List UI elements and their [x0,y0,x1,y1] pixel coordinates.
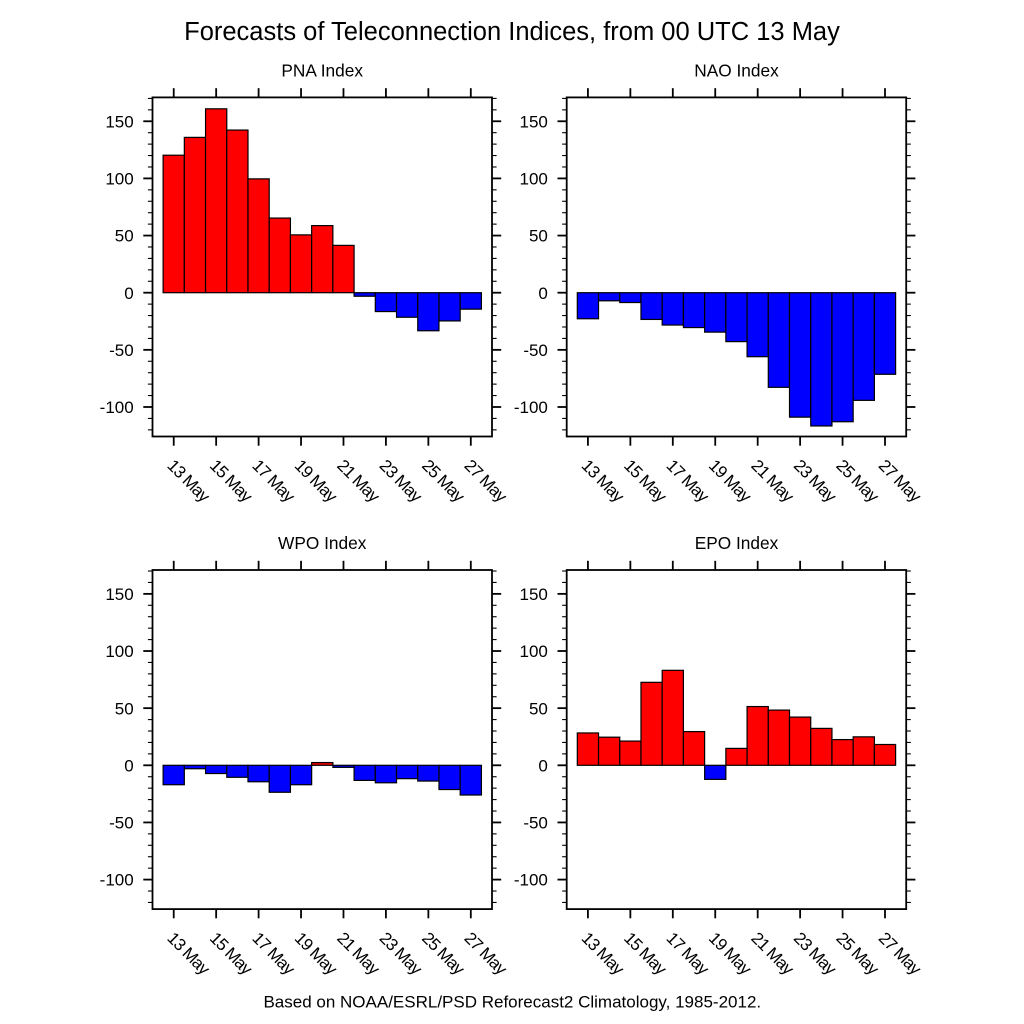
svg-text:0: 0 [538,756,547,775]
svg-text:150: 150 [520,585,548,604]
svg-text:-100: -100 [514,398,548,417]
svg-text:150: 150 [105,112,133,131]
svg-text:-100: -100 [100,398,134,417]
svg-text:NAO Index: NAO Index [694,60,779,80]
svg-text:100: 100 [520,170,548,189]
svg-text:50: 50 [115,227,134,246]
svg-text:-50: -50 [523,814,548,833]
svg-text:WPO Index: WPO Index [278,533,367,553]
svg-text:150: 150 [105,585,133,604]
svg-text:-50: -50 [523,341,548,360]
svg-text:-50: -50 [109,814,134,833]
svg-text:Based on NOAA/ESRL/PSD Reforec: Based on NOAA/ESRL/PSD Reforecast2 Clima… [263,993,761,1012]
svg-text:-100: -100 [100,871,134,890]
svg-text:50: 50 [115,699,134,718]
svg-text:50: 50 [529,699,548,718]
svg-text:100: 100 [105,642,133,661]
svg-text:50: 50 [529,227,548,246]
svg-text:150: 150 [520,112,548,131]
svg-text:0: 0 [124,756,133,775]
svg-text:100: 100 [520,642,548,661]
svg-text:0: 0 [538,284,547,303]
svg-text:-100: -100 [514,871,548,890]
svg-text:EPO Index: EPO Index [695,533,779,553]
svg-text:Forecasts of Teleconnection In: Forecasts of Teleconnection Indices, fro… [184,18,840,46]
svg-text:100: 100 [105,170,133,189]
svg-text:0: 0 [124,284,133,303]
svg-text:-50: -50 [109,341,134,360]
svg-text:PNA Index: PNA Index [281,60,363,80]
